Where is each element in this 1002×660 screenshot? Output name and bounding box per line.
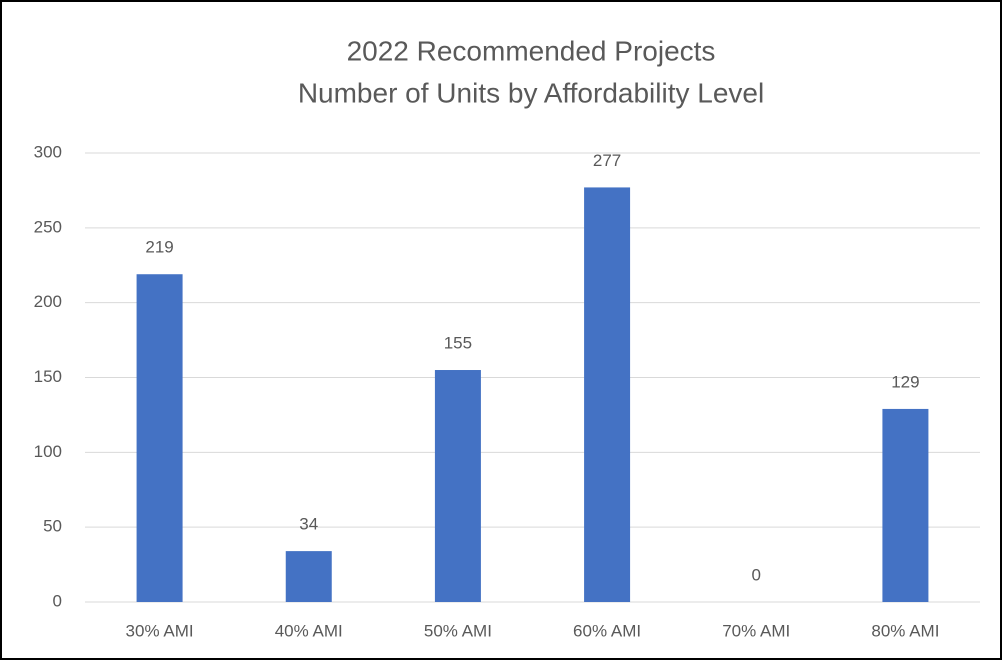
y-tick-label: 200 bbox=[34, 292, 62, 311]
y-tick-label: 0 bbox=[53, 591, 62, 610]
data-label: 219 bbox=[145, 238, 173, 257]
data-label: 129 bbox=[891, 372, 919, 391]
x-tick-label: 50% AMI bbox=[424, 621, 492, 640]
bar bbox=[136, 274, 183, 602]
chart-title: 2022 Recommended Projects bbox=[347, 35, 716, 66]
x-tick-label: 70% AMI bbox=[722, 621, 790, 640]
x-tick-label: 60% AMI bbox=[573, 621, 641, 640]
y-tick-label: 300 bbox=[34, 142, 62, 161]
x-tick-label: 40% AMI bbox=[275, 621, 343, 640]
data-label: 155 bbox=[444, 334, 472, 353]
x-tick-label: 30% AMI bbox=[126, 621, 194, 640]
y-tick-label: 50 bbox=[43, 517, 62, 536]
bar bbox=[584, 187, 631, 602]
data-label: 277 bbox=[593, 151, 621, 170]
bar bbox=[434, 370, 481, 602]
bar bbox=[882, 408, 929, 602]
x-tick-label: 80% AMI bbox=[871, 621, 939, 640]
data-label: 0 bbox=[752, 565, 761, 584]
chart-title: Number of Units by Affordability Level bbox=[298, 77, 764, 108]
y-tick-label: 250 bbox=[34, 217, 62, 236]
data-label: 34 bbox=[299, 515, 318, 534]
bar bbox=[285, 551, 332, 602]
y-tick-label: 150 bbox=[34, 367, 62, 386]
y-tick-label: 100 bbox=[34, 442, 62, 461]
